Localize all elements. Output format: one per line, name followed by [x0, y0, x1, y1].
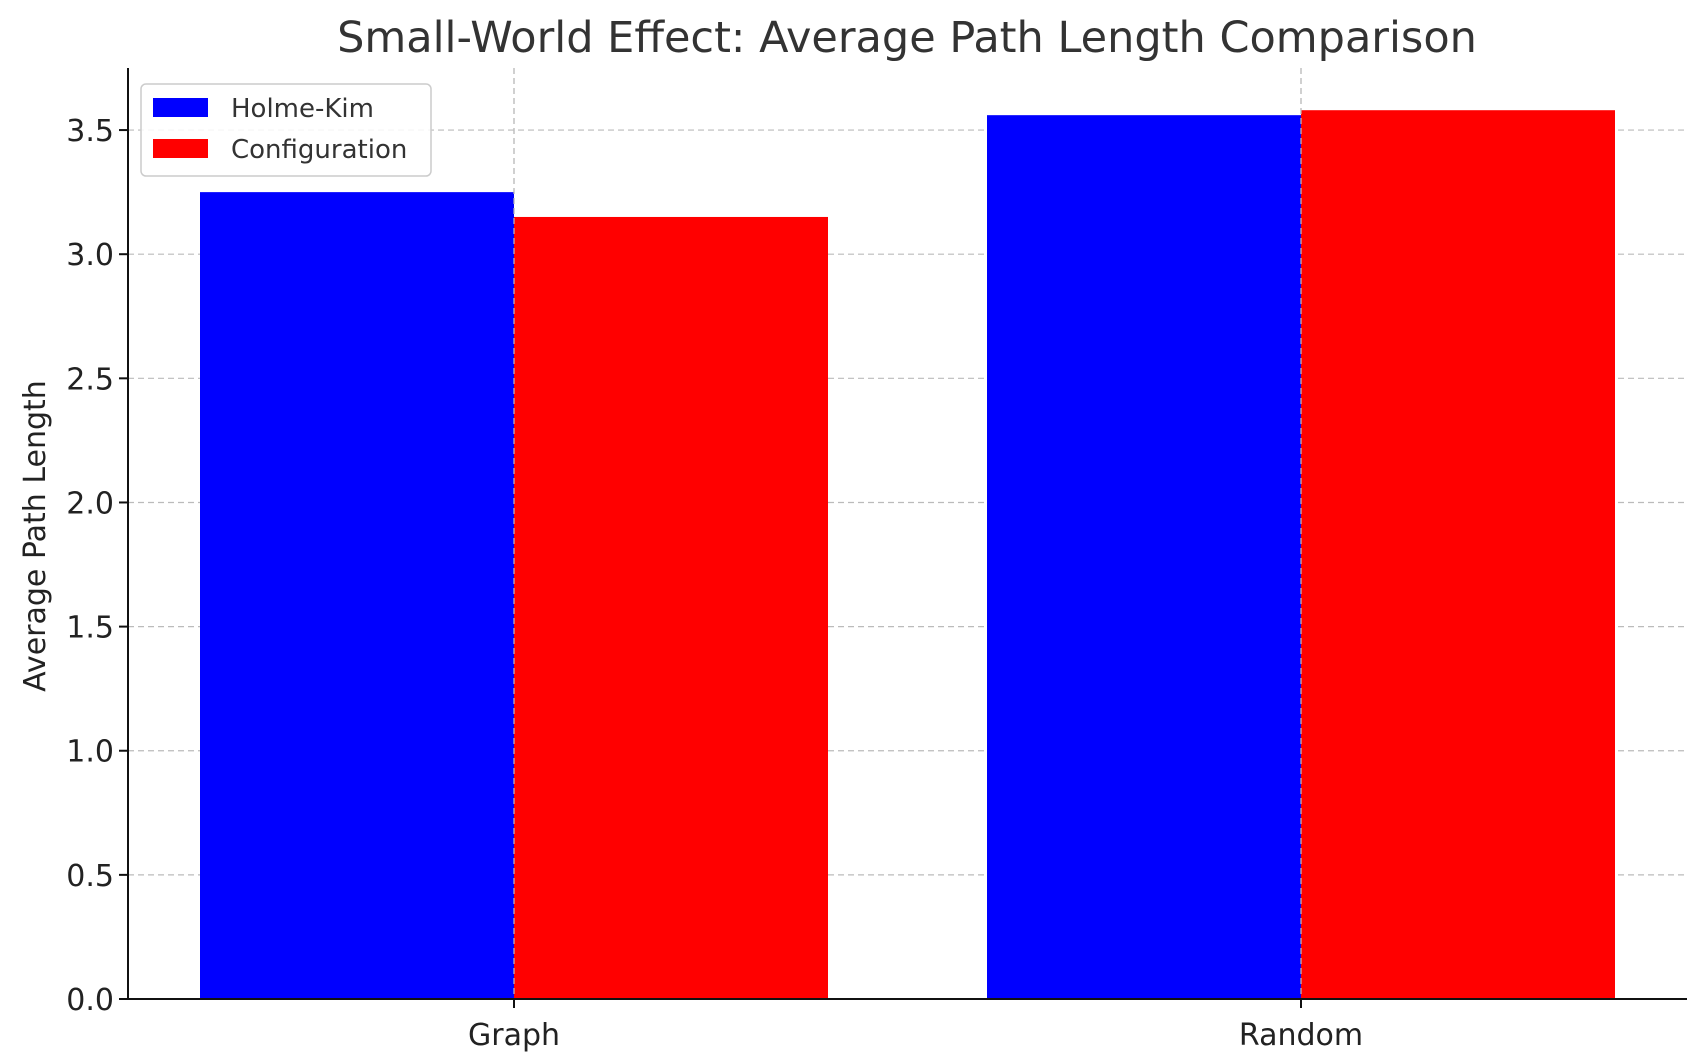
x-tick-label: Random — [1239, 1018, 1363, 1053]
bar-configuration-random — [1301, 110, 1615, 1000]
y-axis-label: Average Path Length — [18, 380, 53, 692]
y-tick-label: 0.0 — [66, 983, 114, 1018]
y-tick-label: 1.0 — [66, 735, 114, 770]
y-tick-label: 3.0 — [66, 238, 114, 273]
y-tick-label: 3.5 — [66, 114, 114, 149]
legend-label: Configuration — [231, 135, 407, 165]
bars-layer — [200, 68, 1615, 1000]
bar-holme-kim-graph — [200, 192, 514, 1000]
bar-configuration-graph — [514, 216, 828, 999]
legend-frame — [140, 83, 432, 177]
x-tick-label: Graph — [468, 1018, 560, 1053]
legend-label: Holme-Kim — [231, 94, 374, 124]
chart-title: Small-World Effect: Average Path Length … — [337, 13, 1477, 63]
y-tick-label: 1.5 — [66, 611, 114, 646]
y-tick-label: 0.5 — [66, 859, 114, 894]
y-tick-label: 2.0 — [66, 486, 114, 521]
axes-layer: 0.0 0.5 1.0 1.5 2.0 2.5 3.0 3.5 Graph Random — [66, 68, 1687, 1053]
legend: Holme-Kim Configuration — [140, 83, 432, 177]
y-tick-label: 2.5 — [66, 362, 114, 397]
legend-swatch — [153, 98, 208, 117]
legend-swatch — [153, 139, 208, 158]
bar-holme-kim-random — [987, 115, 1301, 1000]
